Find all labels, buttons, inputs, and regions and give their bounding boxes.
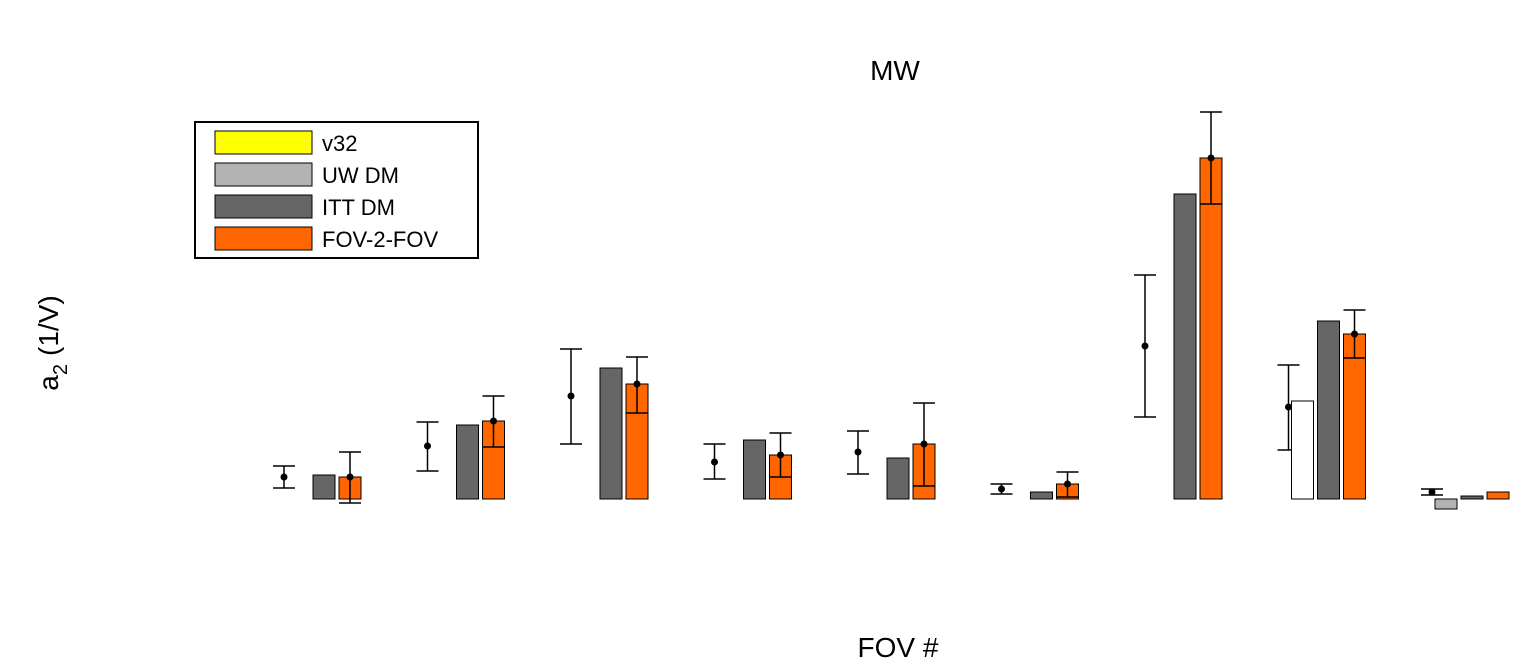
data-point-9 — [1428, 488, 1436, 496]
bar-itt-dm-8 — [1317, 320, 1340, 500]
bar-uw-dm-8 — [1291, 400, 1314, 500]
bar-fov-2-fov-7-point — [1207, 154, 1215, 162]
bar-itt-dm-7 — [1173, 193, 1197, 500]
x-axis-label: FOV # — [858, 632, 939, 663]
plot-area — [273, 111, 1510, 510]
legend-label-v32: v32 — [322, 131, 357, 156]
data-point-1 — [280, 473, 288, 481]
legend-label-itt-dm: ITT DM — [322, 195, 395, 220]
legend-label-fov-2-fov: FOV-2-FOV — [322, 227, 438, 252]
bar-fov-2-fov-7 — [1199, 157, 1223, 500]
bar-itt-dm-6 — [1030, 491, 1053, 500]
bar-itt-dm-9 — [1460, 495, 1484, 500]
data-point-6 — [998, 485, 1005, 493]
svg-text:a2(1/V): a2 (1/V) — [33, 295, 72, 390]
bar-fov-2-fov-5-point — [920, 440, 928, 448]
legend-label-uw-dm: UW DM — [322, 163, 399, 188]
bar-fov-2-fov-6-point — [1064, 480, 1071, 488]
y-axis-label-symbol: a — [33, 375, 64, 391]
bar-fov-2-fov-2-point — [490, 417, 497, 425]
data-point-7 — [1141, 342, 1149, 350]
bar-fov-2-fov-8-point — [1351, 330, 1358, 338]
bar-itt-dm-4 — [743, 439, 766, 500]
bar-fov-2-fov-1-point — [346, 473, 354, 481]
bar-fov-2-fov-3-point — [633, 380, 641, 388]
data-point-4 — [711, 458, 718, 466]
bar-itt-dm-2 — [456, 424, 479, 500]
legend-swatch-fov-2-fov — [214, 226, 313, 251]
bar-fov-2-fov-9 — [1486, 491, 1510, 500]
legend-swatch-uw-dm — [214, 162, 313, 187]
y-axis-label-subscript: 2 — [50, 364, 72, 375]
data-point-3 — [567, 392, 575, 400]
data-point-8 — [1285, 403, 1292, 411]
legend: v32 UW DM ITT DM FOV-2-FOV — [194, 121, 479, 259]
y-axis-label-unit: (1/V) — [33, 295, 64, 356]
bar-itt-dm-3 — [599, 367, 623, 500]
data-point-2 — [424, 442, 431, 450]
legend-swatch-v32 — [214, 130, 313, 155]
chart-title: MW — [870, 55, 920, 86]
y-axis-label: a2 (1/V) — [33, 295, 72, 390]
bar-uw-dm-9 — [1434, 498, 1458, 510]
bar-fov-2-fov-4-point — [777, 451, 784, 459]
data-point-5 — [854, 448, 862, 456]
bar-itt-dm-1 — [312, 474, 336, 500]
bar-itt-dm-5 — [886, 457, 910, 500]
legend-swatch-itt-dm — [214, 194, 313, 219]
